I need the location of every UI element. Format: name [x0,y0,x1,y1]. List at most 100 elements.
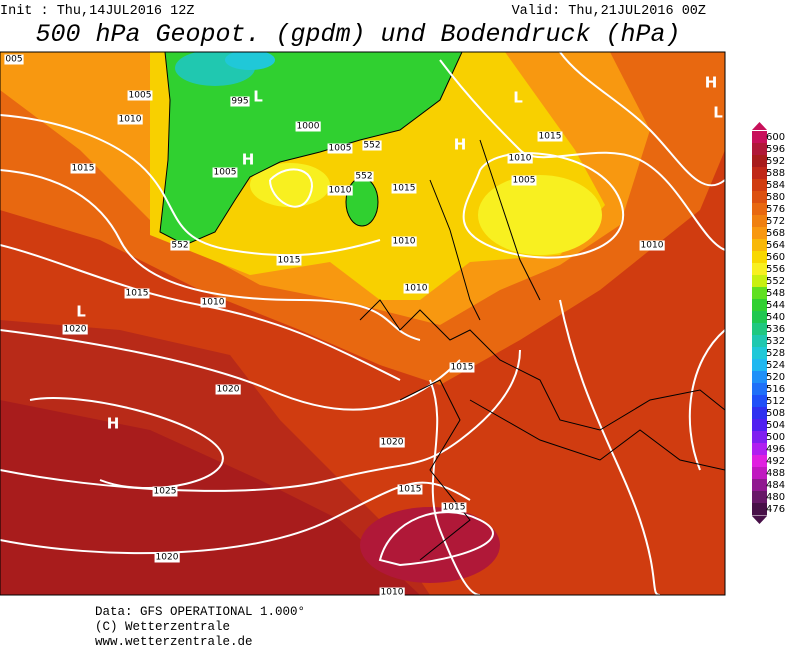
footer-url: www.wetterzentrale.de [95,635,253,646]
isobar-label-box [391,236,417,247]
valid-time: Valid: Thu,21JUL2016 00Z [512,4,706,19]
scale-label: 560 [766,252,785,263]
isobar-label-box [230,96,250,107]
isobar-label-box [379,587,405,598]
isobar-label-box [127,90,153,101]
scale-swatch [752,275,767,288]
scale-swatch [752,419,767,432]
scale-label: 548 [766,288,785,299]
isobar-label: 1015 [399,485,422,495]
scale-swatch [752,143,767,156]
scale-label: 476 [766,504,785,515]
scale-arrow-bottom [752,516,767,524]
isobar-label-box [124,288,150,299]
isobar-label-box [154,552,180,563]
map-title: 500 hPa Geopot. (gpdm) und Bodendruck (h… [35,20,680,49]
scale-label: 508 [766,408,785,419]
geopotential-label: 552 [355,172,372,182]
scale-arrow-top [752,122,767,130]
isobar-label-box [212,167,238,178]
scale-label: 592 [766,156,785,167]
isobar-label: 1010 [509,154,532,164]
scale-label: 544 [766,300,785,311]
isobar-label-box [449,362,475,373]
isobar-label: 005 [5,55,22,65]
scale-swatch [752,227,767,240]
scale-label: 596 [766,144,785,155]
isobar-label: 1015 [539,132,562,142]
isobar-label-box [276,255,302,266]
isobar-label-box [327,185,353,196]
isobar-label-box [391,183,417,194]
pressure-center: H [454,136,467,154]
isobar-label: 1010 [393,237,416,247]
isobar-label-box [379,437,405,448]
isobar-label-box [295,121,321,132]
isobar-label-box [200,297,226,308]
isobar-label: 1025 [154,487,177,497]
pressure-center: L [713,104,723,122]
scale-swatch [752,479,767,492]
scale-label: 584 [766,180,785,191]
scale-label: 516 [766,384,785,395]
scale-label: 500 [766,432,785,443]
scale-swatch [752,503,767,516]
init-time: Init : Thu,14JUL2016 12Z [0,4,194,19]
scale-swatch [752,395,767,408]
scale-swatch [752,335,767,348]
scale-swatch [752,455,767,468]
scale-swatch [752,431,767,444]
isobar-label-box [152,486,178,497]
map [0,51,726,596]
scale-label: 600 [766,132,785,143]
isobar-label-box [441,502,467,513]
scale-label: 524 [766,360,785,371]
pressure-center: H [107,415,120,433]
scale-swatch [752,407,767,420]
isobar-label: 1020 [64,325,87,335]
color-scale: 6005965925885845805765725685645605565525… [752,122,785,524]
pressure-center: H [242,151,255,169]
isobar-label-box [327,143,353,154]
scale-swatch [752,131,767,144]
pressure-center: L [253,88,263,106]
isobar-label-box [397,484,423,495]
isobar-label: 1010 [202,298,225,308]
isobar-label-box [4,54,24,65]
scale-swatch [752,179,767,192]
scale-label: 496 [766,444,785,455]
scale-label: 492 [766,456,785,467]
geopotential-label-box [354,171,374,182]
isobar-label: 1005 [129,91,152,101]
pressure-center: L [76,303,86,321]
isobar-label: 1005 [513,176,536,186]
scale-label: 572 [766,216,785,227]
scale-label: 528 [766,348,785,359]
isobar-label-box [62,324,88,335]
scale-label: 568 [766,228,785,239]
scale-label: 484 [766,480,785,491]
scale-swatch [752,251,767,264]
isobar-label: 1005 [214,168,237,178]
scale-label: 580 [766,192,785,203]
scale-swatch [752,299,767,312]
isobar-label-box [511,175,537,186]
scale-label: 532 [766,336,785,347]
isobar-label: 1015 [393,184,416,194]
scale-label: 520 [766,372,785,383]
scale-swatch [752,443,767,456]
isobar-label: 1015 [72,164,95,174]
scale-label: 576 [766,204,785,215]
isobar-label: 1010 [119,115,142,125]
isobar-label: 995 [231,97,248,107]
geopotential-label: 552 [171,241,188,251]
isobar-label: 1015 [443,503,466,513]
isobar-label: 1015 [451,363,474,373]
scale-swatch [752,215,767,228]
pressure-center: H [705,74,718,92]
scale-swatch [752,287,767,300]
isobar-label-box [507,153,533,164]
geopotential-label: 552 [363,141,380,151]
scale-label: 480 [766,492,785,503]
